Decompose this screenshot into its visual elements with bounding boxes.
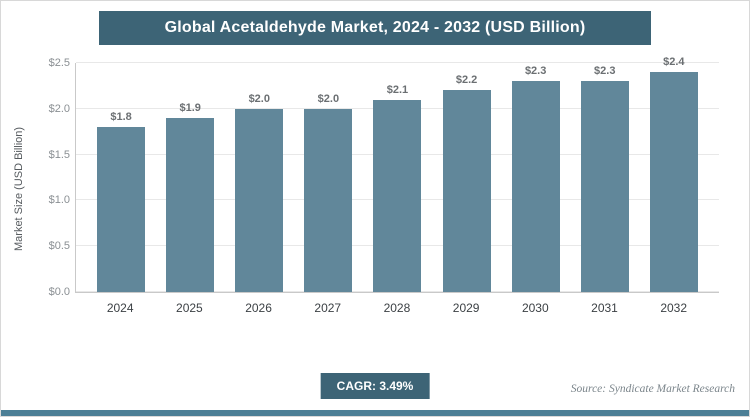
bar-column: $2.3 bbox=[511, 65, 560, 292]
bar-column: $1.8 bbox=[97, 111, 146, 292]
chart-title: Global Acetaldehyde Market, 2024 - 2032 … bbox=[164, 19, 586, 36]
bar-value-label: $2.3 bbox=[524, 65, 547, 78]
bar-value-label: $1.8 bbox=[110, 111, 132, 124]
bar-column: $2.4 bbox=[649, 56, 698, 292]
bar-value-label: $2.0 bbox=[248, 92, 270, 105]
bar-column: $2.0 bbox=[235, 92, 284, 292]
bar-column: $1.9 bbox=[166, 101, 215, 292]
x-tick-label: 2028 bbox=[383, 301, 411, 315]
bar-value-label: $2.0 bbox=[317, 92, 340, 105]
y-tick-label: $2.5 bbox=[48, 57, 70, 69]
x-tick-label: 2026 bbox=[245, 301, 272, 315]
bar bbox=[97, 127, 146, 292]
y-tick-label: $1.0 bbox=[48, 194, 70, 207]
y-tick-label: $1.5 bbox=[48, 148, 70, 161]
x-tick-label: 2032 bbox=[660, 301, 688, 315]
bar-value-label: $2.2 bbox=[455, 74, 478, 87]
bottom-accent-strip bbox=[1, 410, 749, 416]
chart-area: Market Size (USD Billion) $0.0 $0.5 $1.0 $1… bbox=[1, 56, 749, 315]
y-tick-label: $0.5 bbox=[48, 240, 70, 253]
bar bbox=[442, 90, 491, 292]
source-text: Source: Syndicate Market Research bbox=[570, 383, 735, 395]
y-axis-title: Market Size (USD Billion) bbox=[13, 126, 25, 252]
bar-value-label: $2.4 bbox=[663, 56, 685, 69]
bar-value-label: $2.3 bbox=[594, 65, 616, 78]
bar bbox=[511, 81, 560, 292]
chart-title-banner: Global Acetaldehyde Market, 2024 - 2032 … bbox=[99, 11, 651, 45]
plot-area: $0.0 $0.5 $1.0 $1.5 $2.0 $2.5 $1.8 $1.9 $2.0 $2.… bbox=[49, 56, 719, 298]
bar-column: $2.0 bbox=[304, 92, 353, 292]
bar bbox=[373, 99, 422, 292]
bar bbox=[304, 108, 353, 292]
x-tick-label: 2027 bbox=[314, 301, 342, 315]
x-tick-label: 2024 bbox=[106, 301, 134, 315]
bar-column: $2.2 bbox=[442, 74, 491, 292]
gridline bbox=[76, 62, 719, 63]
bar-column: $2.3 bbox=[580, 65, 629, 292]
x-tick-label: 2025 bbox=[176, 301, 203, 315]
cagr-badge: CAGR: 3.49% bbox=[320, 373, 430, 399]
x-tick-label: 2029 bbox=[452, 301, 480, 315]
y-tick-label: $2.0 bbox=[48, 102, 70, 115]
bar bbox=[580, 81, 629, 292]
x-tick-label: 2030 bbox=[521, 301, 549, 315]
bar-value-label: $1.9 bbox=[179, 101, 201, 114]
bar-value-label: $2.1 bbox=[386, 83, 409, 96]
x-axis-labels: 2024 2025 2026 2027 2028 2029 2030 2031 2032 bbox=[75, 301, 719, 315]
y-tick-label: $0.0 bbox=[48, 286, 70, 298]
plot-region: $0.0 $0.5 $1.0 $1.5 $2.0 $2.5 $1.8 $1.9 $2.0 $2.… bbox=[29, 56, 719, 315]
x-tick-label: 2031 bbox=[591, 301, 618, 315]
bar bbox=[166, 117, 215, 292]
bar bbox=[235, 108, 284, 292]
bar bbox=[649, 72, 698, 292]
bar-column: $2.1 bbox=[373, 83, 422, 292]
bars: $1.8 $1.9 $2.0 $2.0 $2.1 $2.2 $2.3 $2.3 $2.4 bbox=[76, 56, 719, 292]
